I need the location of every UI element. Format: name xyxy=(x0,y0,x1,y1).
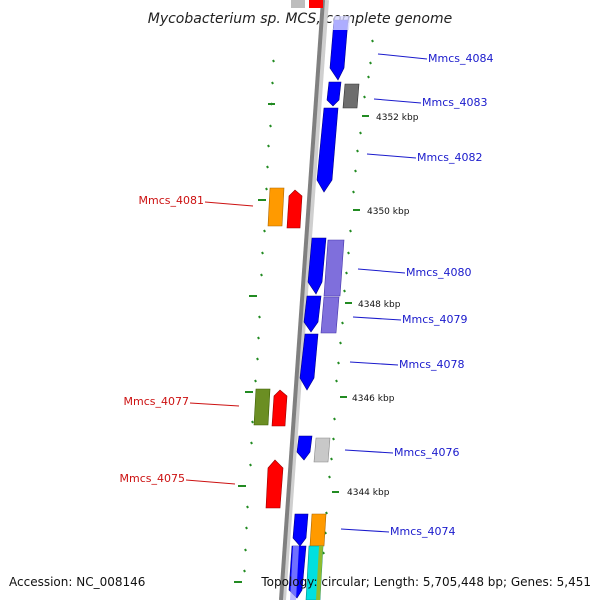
kbp-label: 4346 kbp xyxy=(352,394,395,404)
footer-topology: Topology: circular; Length: 5,705,448 bp… xyxy=(260,575,591,589)
gene-mmcs-4080 xyxy=(323,239,345,297)
gene-mmcs-4080-blue xyxy=(307,237,327,295)
gene-mmcs-4074 xyxy=(309,513,327,547)
genes-reverse-strand xyxy=(288,16,360,600)
gene-label-mmcs-4080: Mmcs_4080 xyxy=(406,266,471,279)
callouts-left xyxy=(185,201,254,485)
gene-mmcs-4075 xyxy=(265,459,284,509)
gene-mmcs-4083 xyxy=(342,83,360,109)
gene-label-mmcs-4075: Mmcs_4075 xyxy=(120,472,185,485)
gene-mmcs-4083-blue xyxy=(326,81,342,107)
gene-mmcs-4079 xyxy=(320,296,340,334)
kbp-label: 4348 kbp xyxy=(358,300,401,310)
gene-label-mmcs-4074: Mmcs_4074 xyxy=(390,525,455,538)
gene-mmcs-4081 xyxy=(286,189,303,229)
gene-mmcs-4081-orange xyxy=(267,187,285,227)
gene-mmcs-4082 xyxy=(316,107,339,193)
kbp-label: 4350 kbp xyxy=(367,207,410,217)
gene-label-mmcs-4081: Mmcs_4081 xyxy=(139,194,204,207)
gene-bottom-pale xyxy=(290,546,299,600)
gene-mmcs-4076 xyxy=(313,437,331,463)
genome-backbone xyxy=(279,0,325,600)
gene-label-mmcs-4084: Mmcs_4084 xyxy=(428,52,493,65)
callouts-right xyxy=(340,53,428,533)
gene-mmcs-4084-pale xyxy=(333,16,350,30)
gene-label-mmcs-4079: Mmcs_4079 xyxy=(402,313,467,326)
gene-top-red xyxy=(309,0,323,8)
gene-mmcs-4079-blue xyxy=(303,295,322,333)
tick-track-right xyxy=(322,39,374,555)
tick-track-left xyxy=(234,59,275,583)
footer-accession: Accession: NC_008146 xyxy=(9,575,145,589)
gene-mmcs-4074-blue xyxy=(292,513,309,547)
gene-label-mmcs-4082: Mmcs_4082 xyxy=(417,151,482,164)
gene-label-mmcs-4076: Mmcs_4076 xyxy=(394,446,459,459)
gene-label-mmcs-4083: Mmcs_4083 xyxy=(422,96,487,109)
gene-label-mmcs-4077: Mmcs_4077 xyxy=(124,395,189,408)
genes-forward-strand xyxy=(253,187,303,509)
kbp-label: 4352 kbp xyxy=(376,113,419,123)
gene-labels-left: Mmcs_4081 Mmcs_4077 Mmcs_4075 xyxy=(120,194,204,485)
genome-backbone-shadow xyxy=(280,0,329,600)
gene-mmcs-4078 xyxy=(299,333,319,391)
gene-labels-right: Mmcs_4084 Mmcs_4083 Mmcs_4082 Mmcs_4080 … xyxy=(390,52,493,538)
gene-mmcs-4076-blue xyxy=(296,435,313,461)
gene-top-grey xyxy=(291,0,305,8)
kbp-scale: 4352 kbp 4350 kbp 4348 kbp 4346 kbp 4344… xyxy=(347,113,419,498)
gene-bottom-green xyxy=(316,546,323,600)
kbp-label: 4344 kbp xyxy=(347,488,390,498)
gene-mmcs-4077 xyxy=(271,389,288,427)
gene-label-mmcs-4078: Mmcs_4078 xyxy=(399,358,464,371)
map-title: Mycobacterium sp. MCS, complete genome xyxy=(148,11,453,27)
gene-mmcs-4077-olive xyxy=(253,388,271,426)
